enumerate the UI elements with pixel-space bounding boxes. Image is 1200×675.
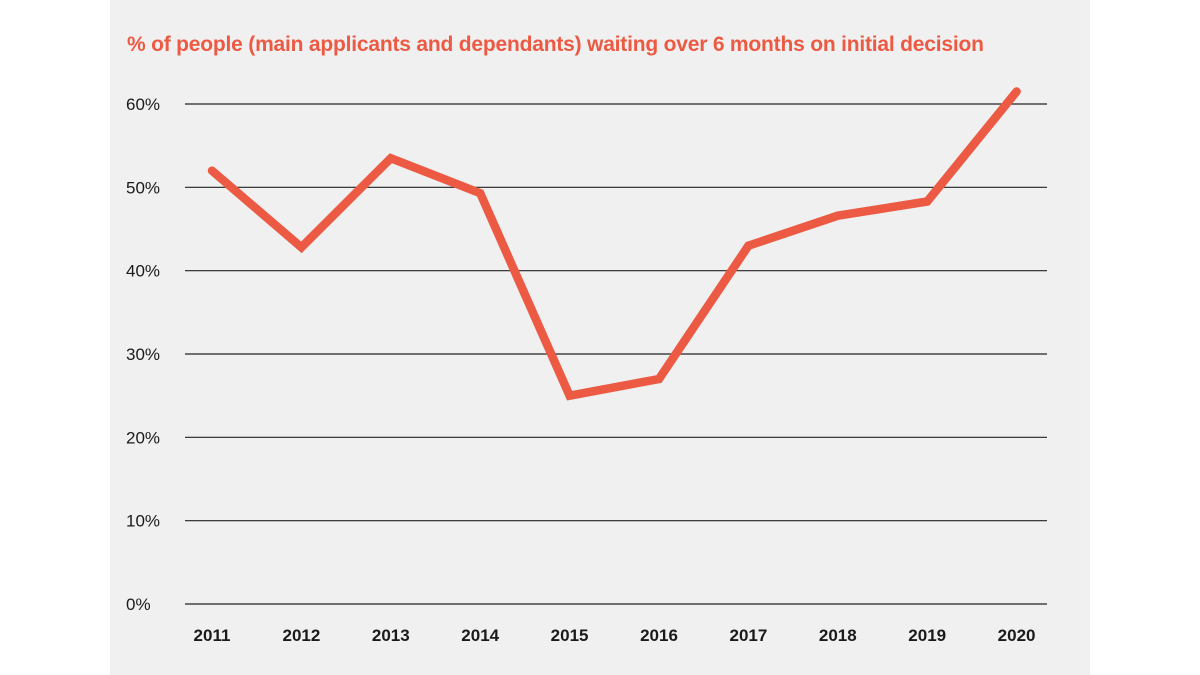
y-axis-ticks: 0% 10% 20% 30% 40% 50% 60%	[126, 95, 160, 614]
x-tick-label-2018: 2018	[819, 626, 857, 645]
x-tick-label-2020: 2020	[998, 626, 1036, 645]
x-tick-label-2017: 2017	[729, 626, 767, 645]
series-line	[207, 87, 1021, 401]
x-axis-ticks: 2011 2012 2013 2014 2015 2016 2017 2018 2019 2020	[194, 626, 1036, 645]
x-tick-label-2012: 2012	[282, 626, 320, 645]
x-tick-label-2015: 2015	[551, 626, 589, 645]
x-tick-label-2016: 2016	[640, 626, 678, 645]
x-tick-label-2011: 2011	[194, 626, 231, 645]
x-tick-label-2019: 2019	[908, 626, 946, 645]
series-layer	[207, 87, 1021, 401]
x-tick-label-2013: 2013	[372, 626, 410, 645]
y-tick-label: 30%	[126, 345, 160, 364]
chart-panel	[110, 0, 1090, 675]
y-tick-label: 10%	[126, 512, 160, 531]
y-tick-label: 50%	[126, 178, 160, 197]
y-tick-label: 20%	[126, 428, 160, 447]
y-tick-label: 0%	[126, 595, 151, 614]
y-tick-label: 60%	[126, 95, 160, 114]
gridlines	[185, 103, 1047, 605]
y-tick-label: 40%	[126, 262, 160, 281]
x-tick-label-2014: 2014	[461, 626, 499, 645]
chart-title: % of people (main applicants and dependa…	[127, 33, 984, 56]
